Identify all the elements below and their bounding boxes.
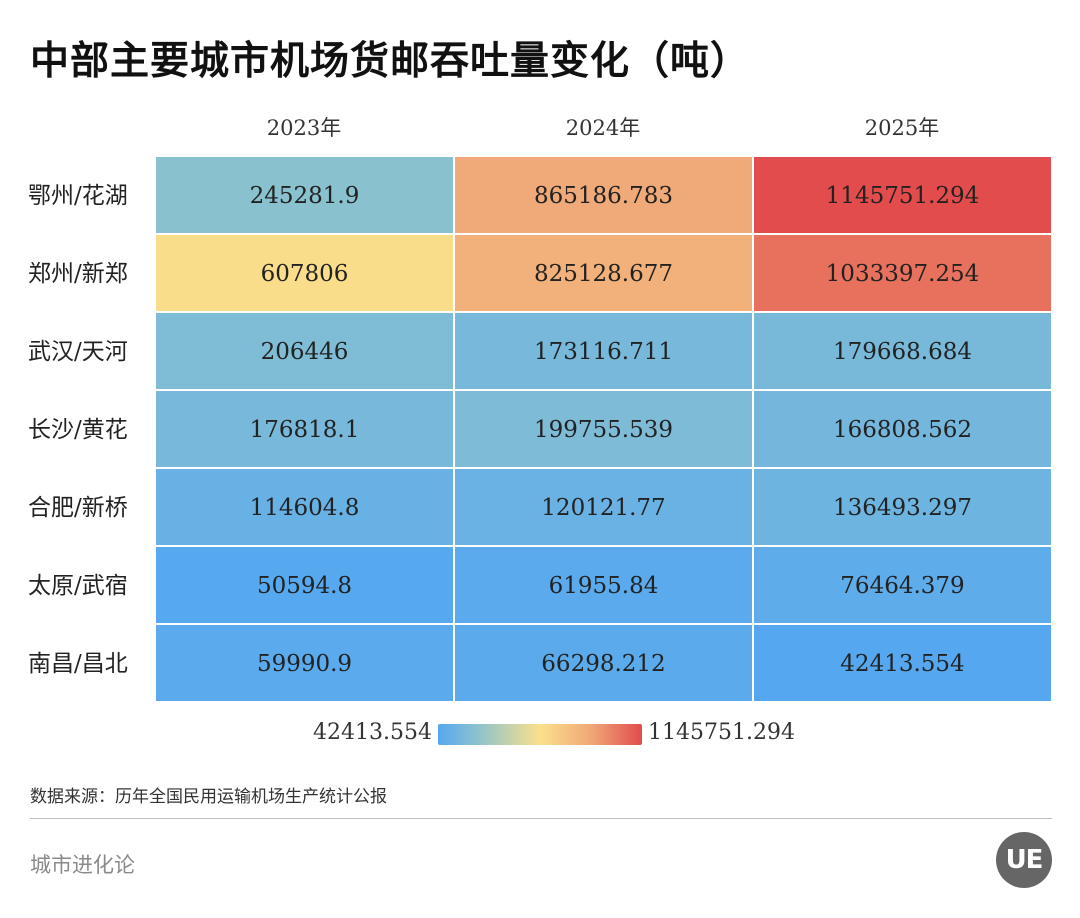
heatmap-cell-r3-c1 xyxy=(455,391,752,467)
heatmap-value-r0-c1: 865186.783 xyxy=(534,183,673,209)
heatmap-cell-r0-c2 xyxy=(754,157,1051,233)
heatmap-cell-r4-c0 xyxy=(156,469,453,545)
heatmap-value-r5-c2: 76464.379 xyxy=(840,573,964,599)
heatmap-value-r5-c0: 50594.8 xyxy=(257,573,352,599)
heatmap-value-r2-c1: 173116.711 xyxy=(534,339,673,365)
heatmap-cell-r2-c1 xyxy=(455,313,752,389)
divider xyxy=(30,818,1052,819)
row-header-taiyuan: 太原/武宿 xyxy=(28,573,128,599)
heatmap-value-r6-c1: 66298.212 xyxy=(541,651,665,677)
brand-logo: UE xyxy=(996,832,1052,888)
data-source: 数据来源：历年全国民用运输机场生产统计公报 xyxy=(30,787,387,807)
heatmap-value-r3-c2: 166808.562 xyxy=(833,417,972,443)
row-header-nanchang: 南昌/昌北 xyxy=(28,651,128,677)
heatmap-value-r1-c0: 607806 xyxy=(261,261,349,287)
heatmap-cell-r1-c1 xyxy=(455,235,752,311)
heatmap-cell-r1-c2 xyxy=(754,235,1051,311)
heatmap-value-r1-c2: 1033397.254 xyxy=(826,261,980,287)
heatmap-cell-r6-c0 xyxy=(156,625,453,701)
heatmap-cell-r3-c0 xyxy=(156,391,453,467)
heatmap-value-r6-c2: 42413.554 xyxy=(840,651,964,677)
heatmap-value-r6-c0: 59990.9 xyxy=(257,651,352,677)
heatmap-value-r4-c1: 120121.77 xyxy=(541,495,665,521)
heatmap-value-r3-c1: 199755.539 xyxy=(534,417,673,443)
heatmap-grid: 245281.9 865186.783 1145751.294 607806 82512… xyxy=(156,157,1051,701)
legend-min-label: 42413.554 xyxy=(313,720,432,745)
heatmap-cell-r6-c1 xyxy=(455,625,752,701)
heatmap-value-r4-c2: 136493.297 xyxy=(833,495,972,521)
heatmap-cell-r5-c1 xyxy=(455,547,752,623)
chart-title: 中部主要城市机场货邮吞吐量变化（吨） xyxy=(30,39,751,84)
heatmap-cell-r0-c0 xyxy=(156,157,453,233)
column-header-2024: 2024年 xyxy=(565,116,641,140)
heatmap-cell-r5-c2 xyxy=(754,547,1051,623)
heatmap-cell-r4-c1 xyxy=(455,469,752,545)
heatmap-value-r5-c1: 61955.84 xyxy=(549,573,659,599)
heatmap-cell-r4-c2 xyxy=(754,469,1051,545)
heatmap-value-r0-c2: 1145751.294 xyxy=(826,183,980,209)
heatmap-value-r4-c0: 114604.8 xyxy=(250,495,360,521)
heatmap-value-r1-c1: 825128.677 xyxy=(534,261,673,287)
heatmap-cell-r2-c0 xyxy=(156,313,453,389)
heatmap-cell-r0-c1 xyxy=(455,157,752,233)
row-header-ezhou: 鄂州/花湖 xyxy=(28,183,128,209)
column-header-2025: 2025年 xyxy=(864,116,940,140)
heatmap-cell-r6-c2 xyxy=(754,625,1051,701)
row-header-wuhan: 武汉/天河 xyxy=(28,339,128,365)
column-header-2023: 2023年 xyxy=(266,116,342,140)
heatmap-value-r0-c0: 245281.9 xyxy=(250,183,360,209)
brand-name: 城市进化论 xyxy=(30,853,135,877)
row-header-changsha: 长沙/黄花 xyxy=(28,417,128,443)
row-header-zhengzhou: 郑州/新郑 xyxy=(28,261,128,287)
heatmap-cell-r5-c0 xyxy=(156,547,453,623)
heatmap-value-r2-c2: 179668.684 xyxy=(833,339,972,365)
heatmap-cell-r1-c0 xyxy=(156,235,453,311)
heatmap-cell-r2-c2 xyxy=(754,313,1051,389)
heatmap-value-r2-c0: 206446 xyxy=(261,339,349,365)
row-header-hefei: 合肥/新桥 xyxy=(28,495,128,521)
color-scale-legend xyxy=(438,724,642,745)
heatmap-value-r3-c0: 176818.1 xyxy=(250,417,360,443)
legend-max-label: 1145751.294 xyxy=(648,720,795,745)
heatmap-cell-r3-c2 xyxy=(754,391,1051,467)
